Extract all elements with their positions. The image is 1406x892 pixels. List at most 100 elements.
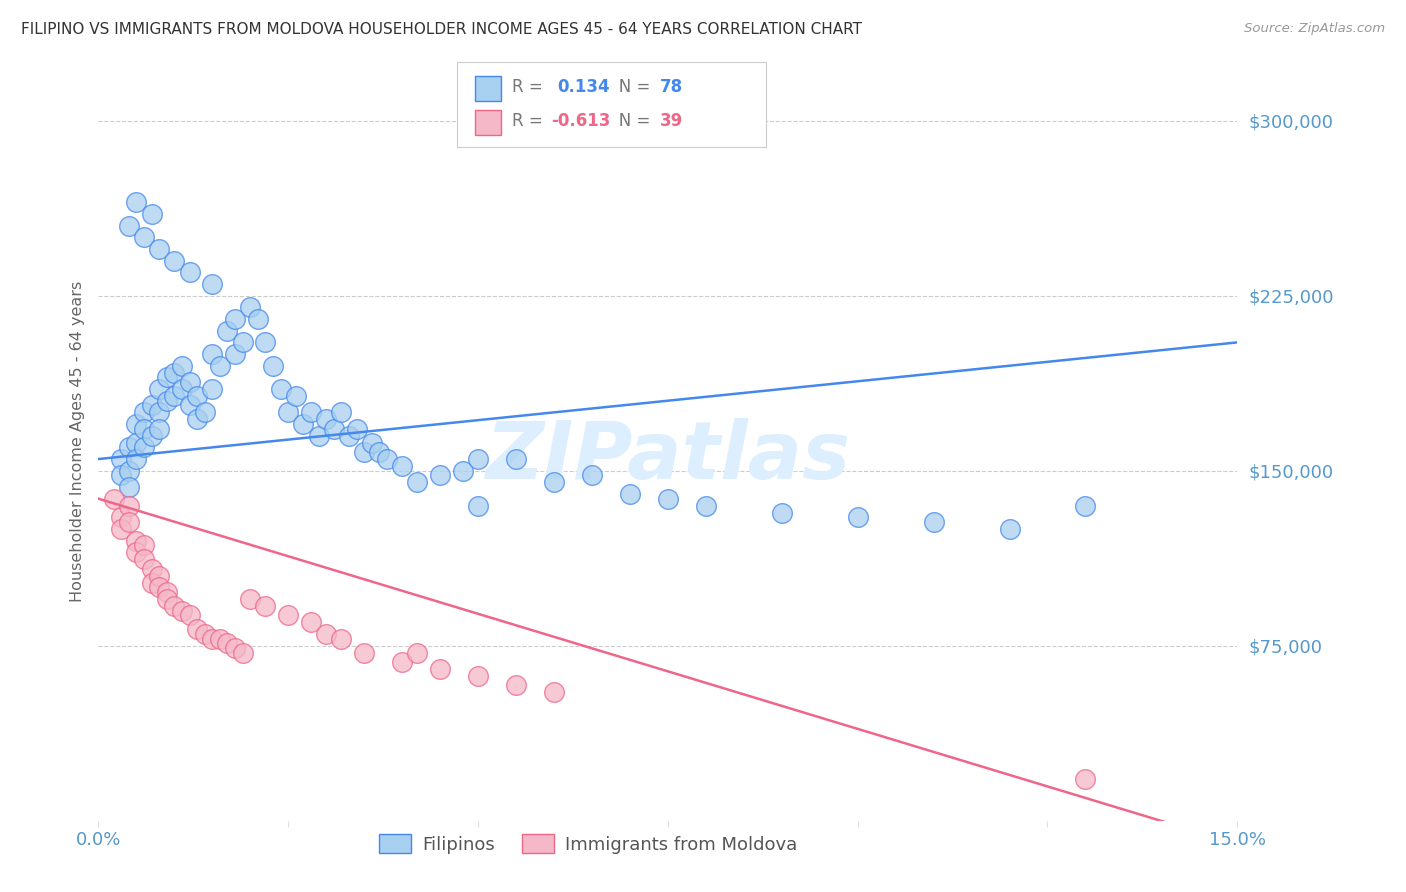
Point xyxy=(141,207,163,221)
Legend: Filipinos, Immigrants from Moldova: Filipinos, Immigrants from Moldova xyxy=(371,827,804,861)
Point xyxy=(179,375,201,389)
Point xyxy=(141,428,163,442)
Point xyxy=(118,499,141,513)
Point xyxy=(360,435,382,450)
Point xyxy=(148,580,170,594)
Point xyxy=(132,552,155,566)
Point xyxy=(148,382,170,396)
Point xyxy=(391,655,413,669)
Text: N =: N = xyxy=(603,112,655,130)
Text: ZIPatlas: ZIPatlas xyxy=(485,417,851,496)
Point xyxy=(179,265,201,279)
Point xyxy=(846,510,869,524)
Text: 0.134: 0.134 xyxy=(557,78,609,96)
Point xyxy=(208,359,231,373)
Point xyxy=(163,389,186,403)
Point xyxy=(467,669,489,683)
Point xyxy=(118,480,141,494)
Point xyxy=(170,382,193,396)
Point xyxy=(186,389,208,403)
Point xyxy=(156,592,179,607)
Point xyxy=(315,627,337,641)
Point xyxy=(110,468,132,483)
Point xyxy=(998,522,1021,536)
Point xyxy=(163,366,186,380)
Point xyxy=(156,585,179,599)
Point xyxy=(406,475,429,490)
Point xyxy=(254,335,277,350)
Point xyxy=(299,405,322,419)
Point xyxy=(110,452,132,467)
Point xyxy=(201,347,224,361)
Point xyxy=(543,685,565,699)
Point xyxy=(232,646,254,660)
Point xyxy=(277,608,299,623)
Point xyxy=(148,568,170,582)
Point xyxy=(467,452,489,467)
Point xyxy=(118,515,141,529)
Point xyxy=(201,632,224,646)
Point xyxy=(156,393,179,408)
Point xyxy=(163,253,186,268)
Point xyxy=(581,468,603,483)
Point xyxy=(262,359,284,373)
Point xyxy=(270,382,292,396)
Point xyxy=(118,464,141,478)
Point xyxy=(406,646,429,660)
Point xyxy=(163,599,186,613)
Point xyxy=(308,428,330,442)
Point xyxy=(118,219,141,233)
Point xyxy=(125,452,148,467)
Text: N =: N = xyxy=(603,78,655,96)
Point xyxy=(125,545,148,559)
Point xyxy=(337,428,360,442)
Point xyxy=(505,678,527,692)
Point xyxy=(194,405,217,419)
Point xyxy=(186,623,208,637)
Point xyxy=(224,312,246,326)
Point xyxy=(148,405,170,419)
Point xyxy=(619,487,641,501)
Point xyxy=(194,627,217,641)
Point xyxy=(451,464,474,478)
Point xyxy=(148,422,170,436)
Point xyxy=(429,468,451,483)
Point xyxy=(170,359,193,373)
Point xyxy=(239,301,262,315)
Point xyxy=(330,632,353,646)
Point xyxy=(156,370,179,384)
Point xyxy=(201,277,224,291)
Point xyxy=(246,312,269,326)
Point xyxy=(125,435,148,450)
Point xyxy=(118,441,141,455)
Point xyxy=(467,499,489,513)
Point xyxy=(1074,499,1097,513)
Point xyxy=(505,452,527,467)
Point xyxy=(224,347,246,361)
Point xyxy=(141,562,163,576)
Point xyxy=(179,398,201,412)
Point xyxy=(657,491,679,506)
Point xyxy=(170,604,193,618)
Point xyxy=(201,382,224,396)
Point xyxy=(232,335,254,350)
Point xyxy=(375,452,398,467)
Point xyxy=(125,417,148,431)
Point xyxy=(391,458,413,473)
Point xyxy=(239,592,262,607)
Point xyxy=(110,510,132,524)
Point xyxy=(110,522,132,536)
Point xyxy=(315,412,337,426)
Point xyxy=(770,506,793,520)
Point xyxy=(346,422,368,436)
Text: -0.613: -0.613 xyxy=(551,112,610,130)
Point xyxy=(186,412,208,426)
Text: Source: ZipAtlas.com: Source: ZipAtlas.com xyxy=(1244,22,1385,36)
Point xyxy=(429,662,451,676)
Point xyxy=(922,515,945,529)
Point xyxy=(141,575,163,590)
Point xyxy=(353,445,375,459)
Point xyxy=(368,445,391,459)
Point xyxy=(103,491,125,506)
Text: 78: 78 xyxy=(659,78,682,96)
